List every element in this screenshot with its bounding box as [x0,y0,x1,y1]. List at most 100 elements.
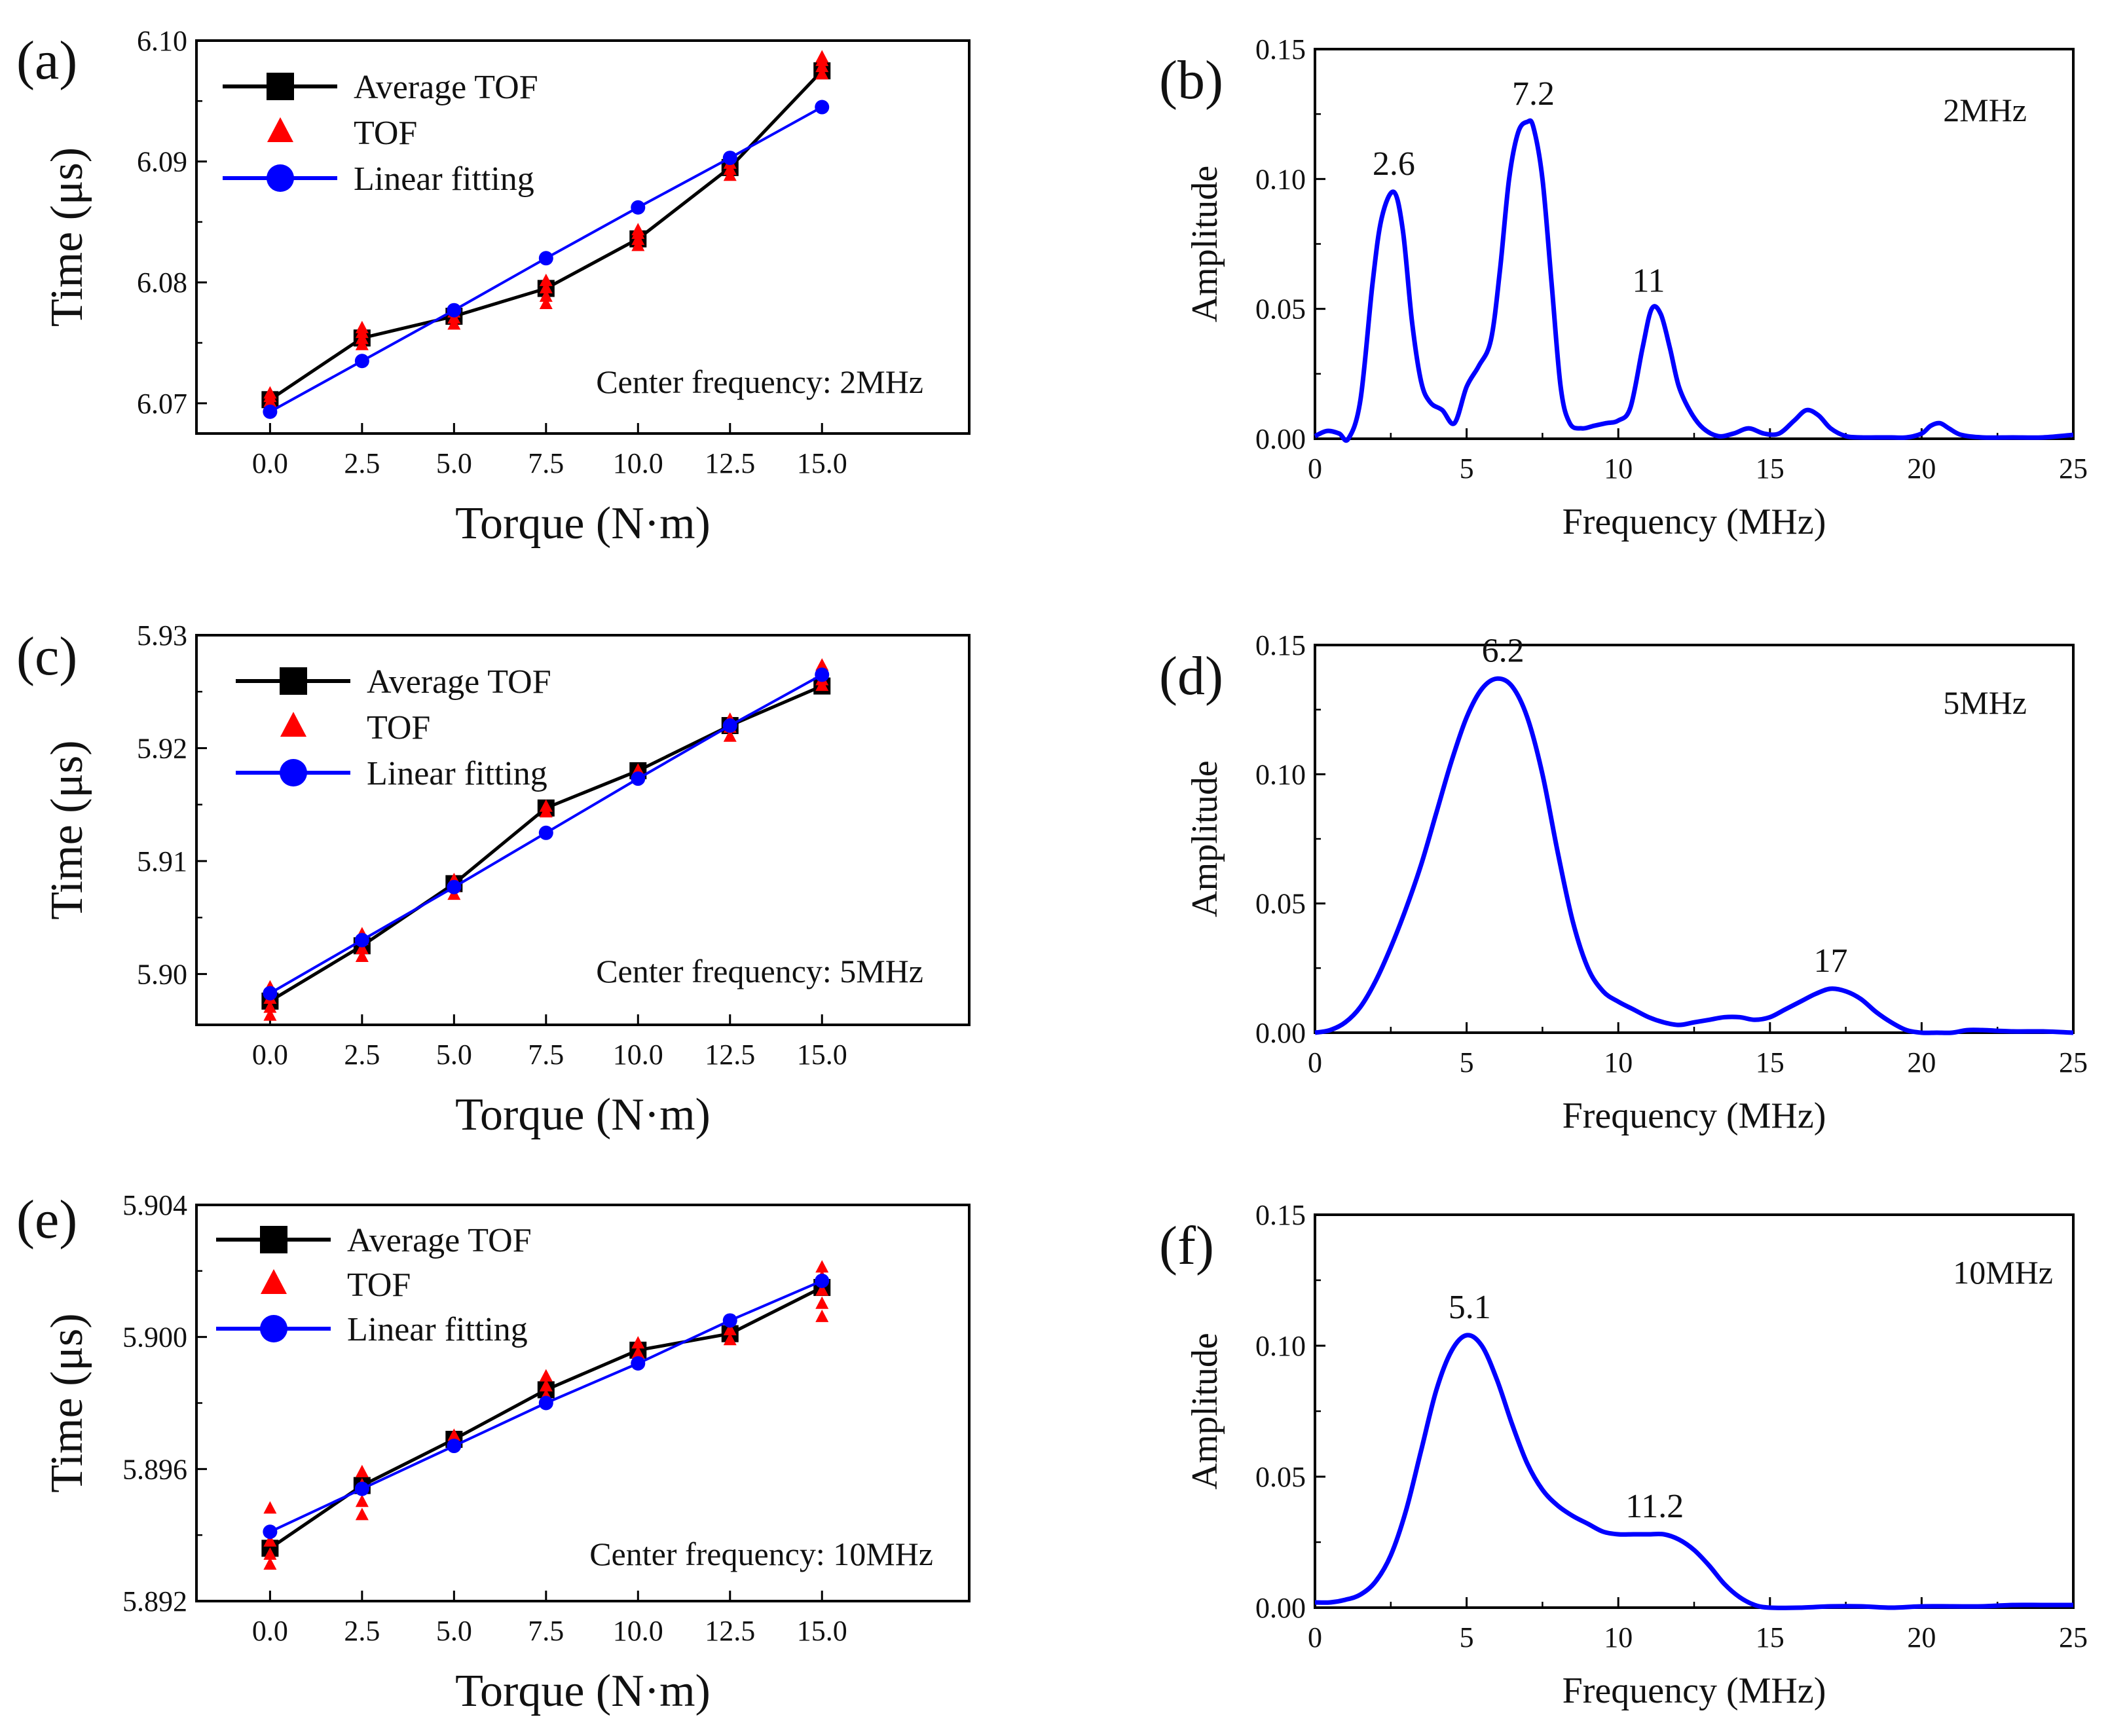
data-point [723,729,737,742]
x-tick-label: 10 [1604,1621,1633,1653]
x-tick-label: 10 [1604,452,1633,485]
data-point [355,320,369,333]
data-point [815,1283,829,1296]
y-tick-label: 5.900 [122,1321,187,1354]
panel-label: (d) [1159,646,1223,707]
chart-panel-e: (e) 0.0 2.5 5.0 7.5 10.0 12.5 15.0 5.892 5.896 5.9… [16,1189,971,1716]
data-point [354,1481,369,1496]
peak-label: 11 [1632,263,1665,300]
legend-label: Average TOF [354,69,538,106]
data-point [354,354,369,369]
peak-label: 6.2 [1482,632,1525,669]
series-linear-fitting [263,100,830,419]
x-tick-label: 7.5 [528,1615,564,1647]
x-tick-label: 15.0 [797,1615,847,1647]
x-axis-label: Torque (N·m) [455,498,711,549]
y-axis-label: Time (μs) [42,147,92,327]
x-tick-label: 10.0 [613,447,663,479]
x-tick-label: 12.5 [705,1039,755,1071]
legend-marker [280,667,307,695]
data-point [631,771,646,786]
data-point [355,950,369,963]
legend-label: Average TOF [347,1222,532,1259]
peak-label: 11.2 [1625,1488,1684,1525]
data-point [263,1524,278,1540]
panel-note: 5MHz [1943,684,2027,721]
data-point [631,200,646,215]
data-point [815,1260,829,1273]
legend-marker [280,712,306,737]
x-tick-label: 2.5 [344,1039,380,1071]
y-tick-label: 5.93 [137,619,187,652]
y-tick-label: 0.10 [1255,163,1306,195]
x-axis-label: Frequency (MHz) [1563,1671,1826,1711]
data-point [263,1501,277,1514]
data-point [722,718,737,733]
x-tick-label: 2.5 [344,447,380,479]
series-linear-fitting [263,1273,830,1540]
data-point [631,223,645,236]
legend-marker [267,73,294,100]
y-axis-label: Time (μs) [42,1313,92,1492]
plot-frame [195,39,971,435]
data-point [263,1000,277,1013]
x-tick-label: 25 [2059,1046,2088,1079]
x-axis-label: Frequency (MHz) [1563,1096,1826,1136]
spectrum-line [1314,118,2074,443]
y-tick-label: 6.08 [137,267,187,299]
x-tick-label: 10 [1604,1046,1633,1079]
data-point [263,404,278,419]
x-tick-label: 15.0 [797,1039,847,1071]
x-tick-label: 0.0 [252,1615,288,1647]
y-axis-label: Amplitude [1185,760,1225,917]
y-tick-label: 5.92 [137,732,187,764]
data-point [538,251,553,266]
data-point [539,799,553,812]
x-tick-label: 15.0 [797,447,847,479]
data-point [263,986,278,1001]
y-axis-label: Amplitude [1185,1333,1225,1490]
chart-panel-b: (b) 0 5 10 15 20 25 0.00 0.05 0.10 0.15 Frequency (… [1159,33,2088,542]
spectrum-line [1314,1333,2073,1610]
x-tick-label: 7.5 [528,447,564,479]
data-point [815,67,829,80]
legend-marker [280,759,307,786]
data-point [815,1296,829,1309]
x-axis-label: Torque (N·m) [455,1666,711,1716]
panel-label: (c) [16,626,77,687]
data-point [631,1336,645,1349]
chart-panel-f: (f) 0 5 10 15 20 25 0.00 0.05 0.10 0.15 Frequency (… [1159,1199,2088,1711]
chart-panel-c: (c) 0.0 2.5 5.0 7.5 10.0 12.5 15.0 5.90 5.91 5.92 5… [16,619,971,1140]
y-axis-label: Amplitude [1185,166,1225,323]
x-tick-label: 12.5 [705,447,755,479]
x-tick-label: 10.0 [613,1615,663,1647]
panel-label: (a) [16,30,77,91]
y-tick-label: 0.05 [1255,293,1306,325]
x-tick-label: 0 [1308,1621,1322,1653]
data-point [447,1428,461,1441]
series-average-tof [261,62,831,409]
panel-label: (e) [16,1189,77,1250]
data-point [355,1494,369,1507]
legend-marker [260,1226,287,1253]
panel-label: (f) [1159,1215,1214,1276]
legend-label: Average TOF [367,663,551,701]
legend-label: TOF [367,709,430,747]
x-tick-label: 12.5 [705,1615,755,1647]
series-tof [263,1260,829,1570]
legend-label: TOF [354,115,417,152]
peak-label: 5.1 [1449,1289,1491,1326]
data-point [447,303,462,318]
legend-label: Linear fitting [354,160,534,198]
legend-label: Linear fitting [347,1311,528,1348]
x-axis-label: Frequency (MHz) [1563,502,1826,542]
y-tick-label: 0.05 [1255,1461,1306,1493]
plot-frame [195,634,971,1026]
data-point [354,933,369,948]
y-tick-label: 5.90 [137,958,187,990]
data-point [815,1309,829,1322]
x-tick-label: 10.0 [613,1039,663,1071]
series-tof [263,50,829,412]
data-point [631,1356,646,1371]
data-point [631,1346,645,1359]
